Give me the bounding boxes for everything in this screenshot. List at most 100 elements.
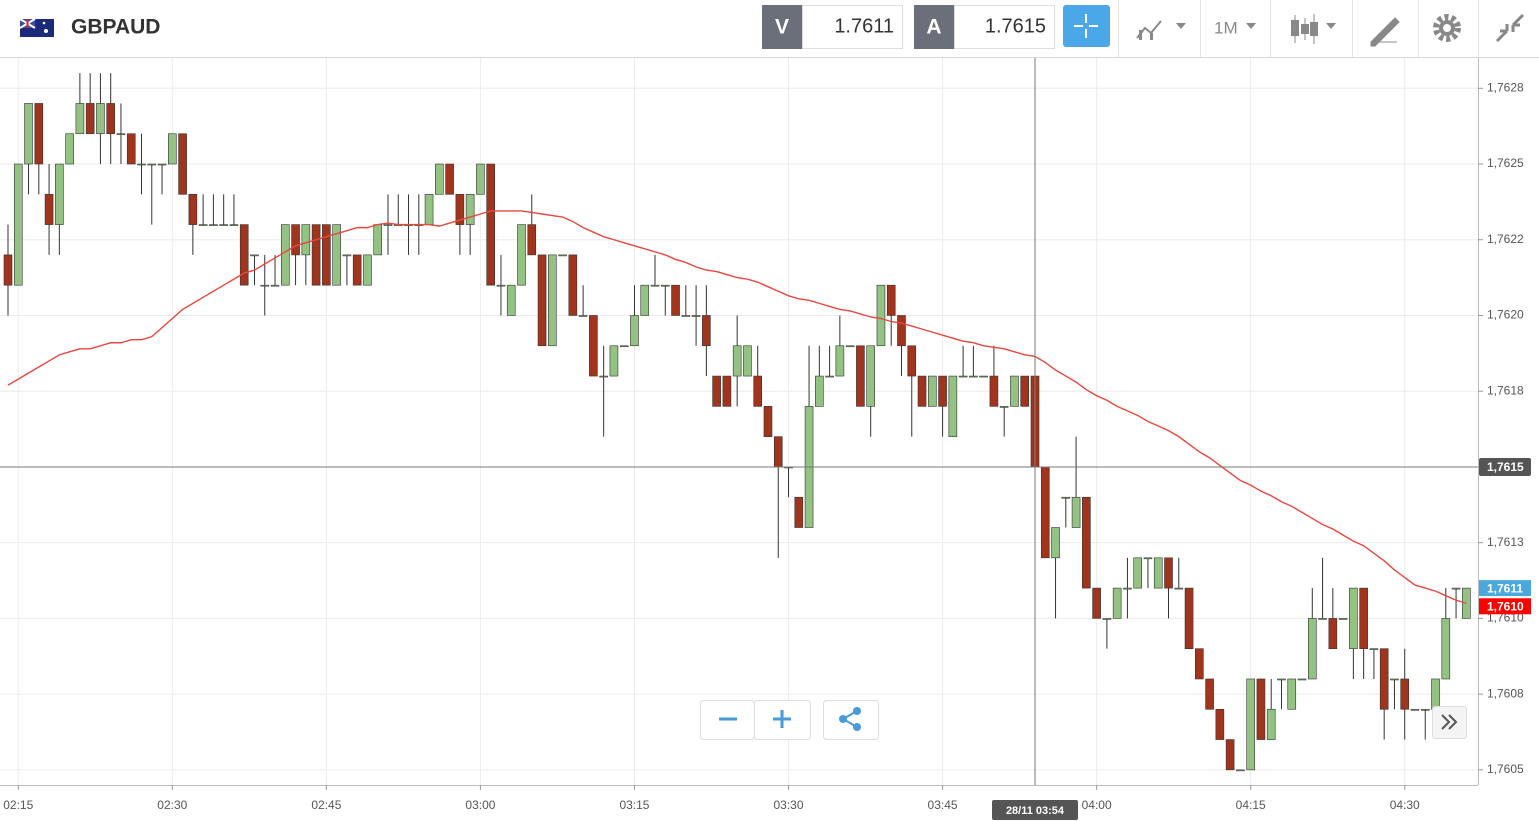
candle-body xyxy=(702,315,711,347)
candle-body xyxy=(332,224,341,286)
candle-body xyxy=(1184,587,1194,649)
candle-body xyxy=(1349,587,1358,649)
ask-price: 1.7615 xyxy=(985,15,1046,37)
x-tick-label: 04:00 xyxy=(1082,798,1112,812)
candle-body xyxy=(1123,587,1132,590)
collapse-button[interactable] xyxy=(1495,13,1525,43)
zoom-out-button[interactable] xyxy=(700,700,755,740)
candle-body xyxy=(691,315,701,317)
candle-body xyxy=(907,345,917,377)
share-button[interactable] xyxy=(823,700,879,740)
ask-button[interactable] xyxy=(914,5,954,49)
drawing-button[interactable] xyxy=(1370,17,1400,47)
candle-body xyxy=(681,315,691,317)
candle-body xyxy=(1266,708,1276,740)
candle-body xyxy=(1297,678,1307,681)
crosshair-button[interactable] xyxy=(1063,5,1110,47)
candle-body xyxy=(1420,708,1430,711)
candle-body xyxy=(815,375,824,407)
candle-body xyxy=(75,103,85,135)
candle-body xyxy=(753,375,763,407)
candle-body xyxy=(219,224,228,226)
candle-body xyxy=(1205,678,1214,710)
candle-body xyxy=(1410,708,1420,711)
candle-body xyxy=(948,375,958,437)
ask-box xyxy=(954,5,1055,49)
zoom-in-button[interactable] xyxy=(754,700,811,740)
y-tick-label: 1,7608 xyxy=(1487,686,1524,700)
candle-body xyxy=(599,375,608,378)
x-tick-label: 04:30 xyxy=(1390,798,1420,812)
candle-body xyxy=(589,315,598,377)
candle-body xyxy=(301,224,311,256)
candle-body xyxy=(773,436,783,468)
candle-body xyxy=(1256,678,1266,740)
candle-body xyxy=(486,163,495,286)
candle-body xyxy=(630,315,639,347)
overlay: 1,7615 28/11 03:54 1,7611 1,7610 xyxy=(0,58,1531,820)
candle-body xyxy=(979,375,988,378)
symbol: GBPAUD xyxy=(71,16,160,39)
candle-body xyxy=(1040,466,1050,559)
candle-body xyxy=(280,224,290,286)
scroll-right-button[interactable] xyxy=(1432,706,1467,739)
candle-body xyxy=(1328,618,1338,649)
crosshair-time-label: 28/11 03:54 xyxy=(1006,805,1065,817)
candle-body xyxy=(856,345,865,407)
candle-body xyxy=(188,194,198,225)
candle-body xyxy=(1164,557,1173,589)
y-tick-label: 1,7622 xyxy=(1487,232,1524,246)
candle-body xyxy=(137,163,146,166)
candle-body xyxy=(198,224,208,226)
candle-body xyxy=(260,284,270,287)
candle-body xyxy=(886,284,896,316)
y-tick-label: 1,7628 xyxy=(1487,80,1524,94)
candle-body xyxy=(1112,587,1122,619)
candle-body xyxy=(435,163,444,195)
candle-body xyxy=(96,103,105,135)
candle-body xyxy=(65,133,74,165)
candle-body xyxy=(732,345,742,377)
candle-body xyxy=(44,194,54,225)
candle-body xyxy=(1082,496,1091,589)
candle-body xyxy=(352,254,362,286)
candle-body xyxy=(876,284,886,347)
candle-body xyxy=(157,163,167,166)
candle-body xyxy=(794,496,804,528)
candle-body xyxy=(383,224,393,226)
candle-body xyxy=(506,284,516,316)
candle-body xyxy=(1133,557,1142,589)
x-tick-label: 02:30 xyxy=(157,798,187,812)
candle-body xyxy=(1246,678,1255,771)
candle-body xyxy=(363,254,372,286)
candle-body xyxy=(1277,678,1286,681)
candle-body xyxy=(1051,527,1060,559)
candle-body xyxy=(609,345,619,377)
candle-type-button[interactable] xyxy=(1291,14,1336,44)
chart-type-button[interactable] xyxy=(1136,20,1186,40)
candle-body xyxy=(671,284,680,316)
candle-body xyxy=(650,284,660,287)
candle-body xyxy=(116,133,126,136)
candle-body xyxy=(1102,618,1112,620)
candle-body xyxy=(106,103,115,135)
candle-body xyxy=(1153,557,1163,589)
price-label: 1,7611 xyxy=(1487,581,1523,595)
candle-body xyxy=(1143,557,1153,560)
candle-body xyxy=(1379,648,1389,710)
timeframe[interactable]: 1M xyxy=(1214,18,1238,37)
candle-body xyxy=(897,315,906,347)
candle-body xyxy=(548,254,557,347)
bid-price: 1.7611 xyxy=(834,15,894,37)
x-tick-label: 02:15 xyxy=(3,798,33,812)
bid-button[interactable] xyxy=(762,5,802,49)
candle-body xyxy=(866,345,875,407)
crosshair-price-box xyxy=(1479,457,1531,476)
candle-body xyxy=(938,375,947,407)
candle-body xyxy=(445,163,454,195)
candle-body xyxy=(1287,678,1297,710)
candle-body xyxy=(178,133,187,195)
candle-body xyxy=(1195,648,1204,680)
settings-button[interactable] xyxy=(1433,14,1461,42)
